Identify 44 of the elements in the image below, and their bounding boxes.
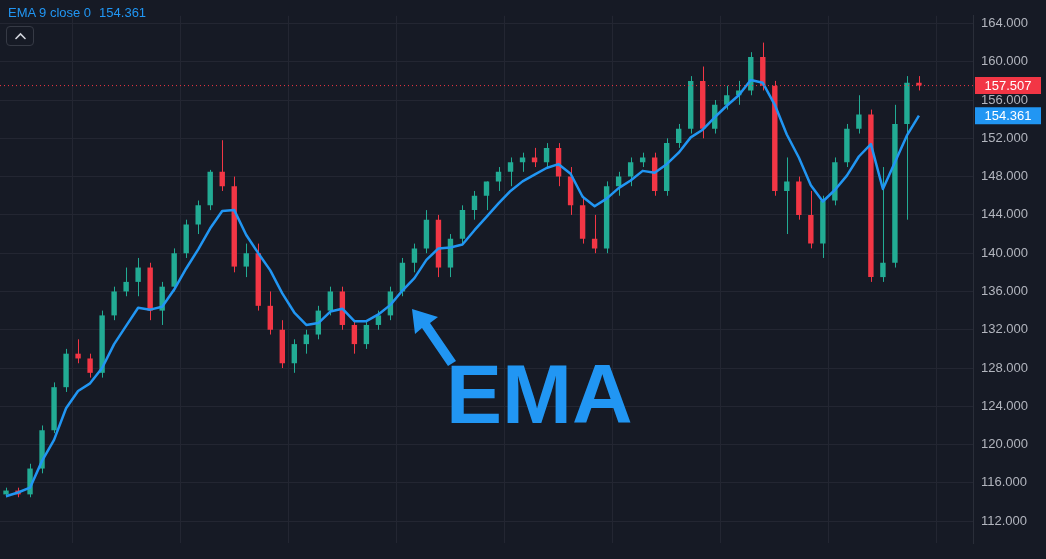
candlestick [519,152,526,173]
candlestick [531,147,538,168]
candlestick [243,243,249,278]
candlestick [351,319,358,355]
candlestick [411,243,418,273]
candlestick [327,286,334,316]
y-tick-label: 132.000 [981,321,1028,337]
annotation: EMA [446,347,633,441]
y-tick-label: 140.000 [981,244,1028,260]
y-tick-label: 160.000 [981,53,1028,69]
candlestick [856,94,862,135]
annotation: 154.361 [99,5,147,20]
candlestick [363,319,370,350]
y-tick-label: 116.000 [981,474,1028,490]
candlestick [111,286,117,321]
text: EMA 9 close 0 [8,5,92,20]
candlestick [87,353,93,379]
candlestick [507,156,514,187]
y-tick-label: 120.000 [981,436,1028,452]
candlestick [195,200,201,235]
candlestick [676,123,682,149]
candlestick [543,142,550,168]
ref-line-label: 157.507 [984,78,1032,94]
candlestick [135,257,141,297]
y-tick-label: 124.000 [981,397,1028,413]
candlestick [219,139,225,192]
candlestick [471,190,478,221]
candlestick [75,338,81,364]
y-tick-label: 136.000 [981,283,1028,299]
candlestick [483,180,490,211]
candlestick [627,156,634,187]
text: 154.361 [984,108,1032,124]
candlestick [880,166,886,283]
y-tick-label: 144.000 [981,206,1028,222]
y-tick-label: 152.000 [981,129,1028,145]
y-tick-label: 164.000 [981,15,1028,31]
candlestick [267,290,273,336]
candlestick [784,156,790,235]
y-tick-label: 148.000 [981,168,1028,184]
y-tick-label: 156.000 [981,91,1028,107]
y-tick-label: 112.000 [981,512,1028,528]
candlestick [291,338,298,374]
y-tick-label: 128.000 [981,359,1028,375]
candlestick [123,267,129,297]
